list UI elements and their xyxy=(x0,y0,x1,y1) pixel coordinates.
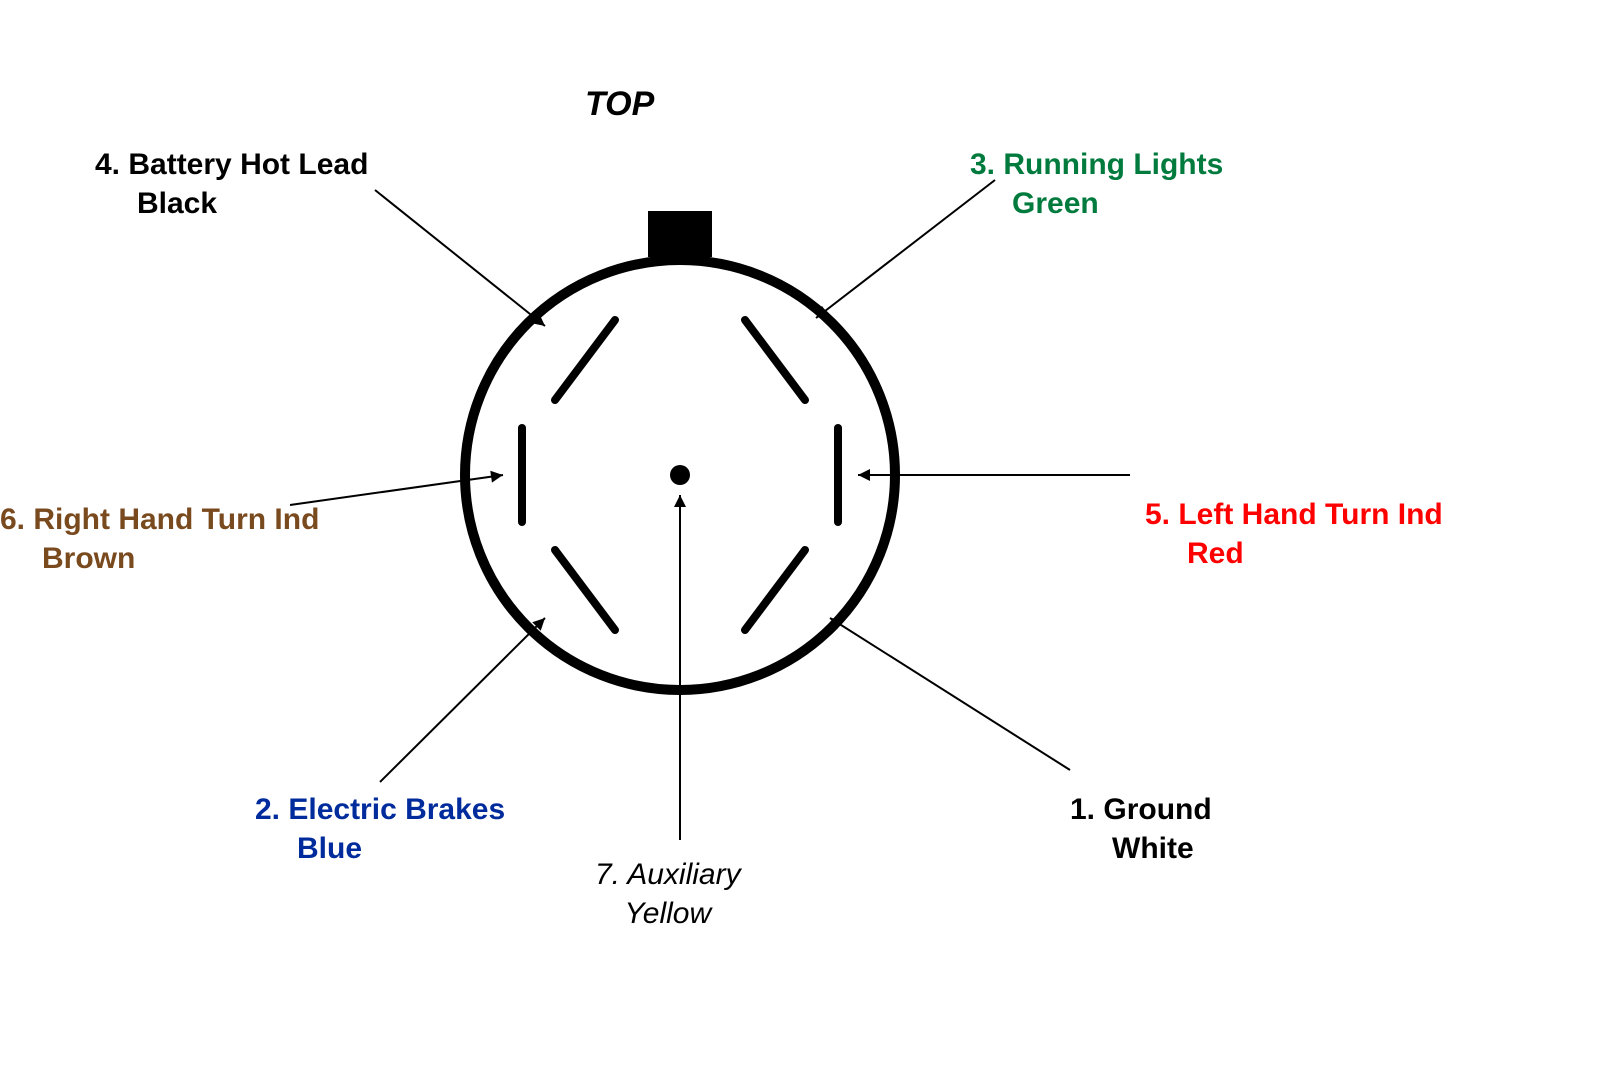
pin-label-line2: Brown xyxy=(0,539,319,578)
pin-label-line1: 4. Battery Hot Lead xyxy=(95,145,368,184)
pin-label-3: 3. Running LightsGreen xyxy=(970,145,1223,223)
diagram-title: TOP xyxy=(585,85,654,124)
pin-label-line1: 2. Electric Brakes xyxy=(255,790,505,829)
pin-label-2: 2. Electric BrakesBlue xyxy=(255,790,505,868)
pin-label-line2: Green xyxy=(970,184,1223,223)
pin-label-line1: 7. Auxiliary xyxy=(595,855,741,894)
pin-label-line1: 1. Ground xyxy=(1070,790,1212,829)
pin-label-6: 6. Right Hand Turn IndBrown xyxy=(0,500,319,578)
pin-label-line2: Blue xyxy=(255,829,505,868)
pin-label-line2: White xyxy=(1070,829,1212,868)
pin-label-1: 1. GroundWhite xyxy=(1070,790,1212,868)
pin-label-line2: Black xyxy=(95,184,368,223)
pin-label-line2: Red xyxy=(1145,534,1443,573)
pin-label-line1: 6. Right Hand Turn Ind xyxy=(0,500,319,539)
pin-label-7: 7. AuxiliaryYellow xyxy=(595,855,741,933)
pin-label-line1: 3. Running Lights xyxy=(970,145,1223,184)
pin-label-line1: 5. Left Hand Turn Ind xyxy=(1145,495,1443,534)
pin-label-4: 4. Battery Hot LeadBlack xyxy=(95,145,368,223)
pin-label-5: 5. Left Hand Turn IndRed xyxy=(1145,495,1443,573)
pin-label-line2: Yellow xyxy=(595,894,741,933)
